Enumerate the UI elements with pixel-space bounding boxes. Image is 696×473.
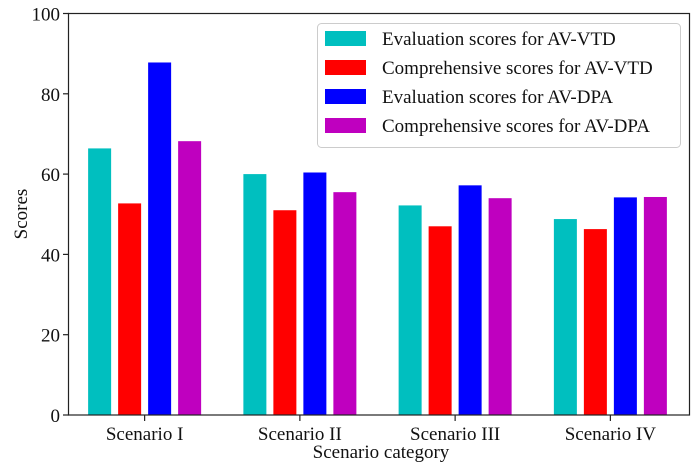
x-tick-label: Scenario III: [410, 424, 500, 445]
bar-1-scenario-ii: [243, 174, 267, 415]
y-tick-label: 20: [41, 326, 60, 347]
legend-swatch: [325, 31, 366, 46]
legend-swatch: [325, 118, 366, 133]
x-tick-label: Scenario I: [106, 424, 184, 445]
y-tick-label: 80: [41, 85, 60, 106]
bar-4-scenario-i: [178, 141, 202, 415]
bar-2-scenario-iii: [428, 226, 452, 415]
legend-swatch: [325, 89, 366, 104]
bar-1-scenario-iv: [553, 219, 577, 415]
y-tick-label: 40: [41, 245, 60, 266]
legend-label: Comprehensive scores for AV-DPA: [382, 116, 650, 137]
bar-4-scenario-ii: [333, 192, 357, 415]
bars-layer: [88, 62, 667, 416]
bar-2-scenario-iv: [583, 229, 607, 415]
plot-frame: [67, 12, 691, 416]
x-tick-label: Scenario II: [258, 424, 342, 445]
x-tick-label: Scenario IV: [565, 424, 657, 445]
bar-2-scenario-ii: [273, 210, 297, 415]
legend: Evaluation scores for AV-VTD Comprehensiv…: [317, 23, 681, 148]
y-tick-label: 60: [41, 165, 60, 186]
legend-frame: [317, 23, 681, 148]
legend-swatch: [325, 60, 366, 75]
bar-1-scenario-iii: [398, 205, 422, 415]
bar-3-scenario-iv: [613, 197, 637, 415]
legend-label: Comprehensive scores for AV-VTD: [382, 58, 653, 79]
bar-3-scenario-i: [148, 62, 172, 415]
axes-layer: [67, 12, 691, 416]
legend-label: Evaluation scores for AV-VTD: [382, 29, 616, 50]
bar-1-scenario-i: [88, 148, 112, 416]
y-tick-label: 100: [32, 5, 61, 26]
y-tick-label: 0: [51, 406, 61, 427]
y-axis-ticks: 0 20 40 60 80 100: [32, 5, 69, 427]
bar-4-scenario-iv: [643, 196, 667, 415]
bar-2-scenario-i: [118, 203, 142, 415]
bar-3-scenario-ii: [303, 172, 327, 415]
y-axis-title: Scores: [11, 189, 32, 240]
bar-3-scenario-iii: [458, 185, 482, 415]
x-axis-ticks: Scenario I Scenario II Scenario III Scenari…: [106, 415, 656, 445]
legend-label: Evaluation scores for AV-DPA: [382, 87, 613, 108]
bar-4-scenario-iii: [488, 198, 512, 415]
x-axis-title: Scenario category: [313, 442, 450, 463]
